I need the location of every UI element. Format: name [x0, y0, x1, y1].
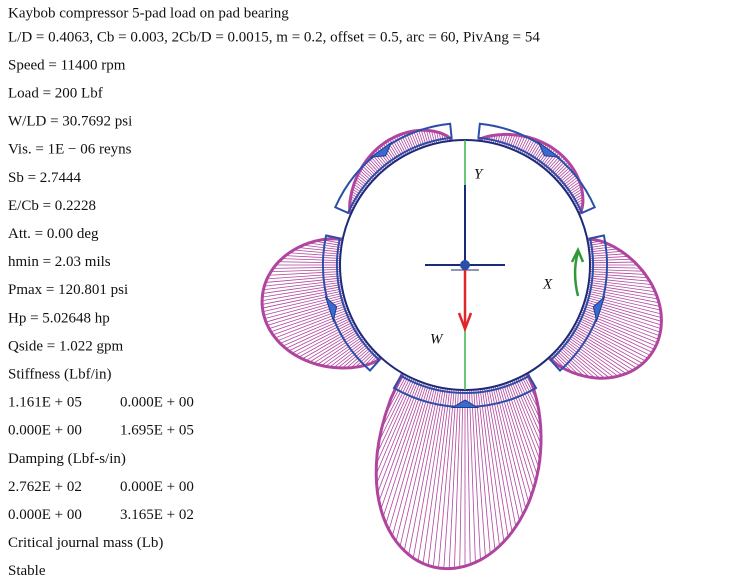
pressure-hatch: [590, 256, 628, 258]
pressure-hatch: [381, 383, 424, 509]
pressure-hatch: [404, 387, 439, 550]
matrix-cell: 0.000E + 00: [8, 423, 82, 439]
result-line: Stiffness (Lbf/in): [8, 367, 111, 383]
load-label: W: [430, 331, 444, 347]
pressure-hatch: [423, 389, 448, 564]
pivot: [453, 400, 478, 407]
pressure-hatch: [512, 381, 541, 452]
pressure-hatch: [444, 390, 457, 569]
matrix-cell: 0.000E + 00: [8, 507, 82, 523]
rotation-arrow: [575, 252, 578, 296]
pressure-hatch: [590, 262, 635, 263]
pressure-hatch: [567, 337, 622, 375]
matrix-cell: 3.165E + 02: [120, 507, 194, 523]
pressure-hatch: [279, 262, 340, 263]
result-line: Hp = 5.02648 hp: [8, 310, 110, 326]
pressure-hatch: [460, 390, 463, 567]
result-line: Sb = 2.7444: [8, 170, 82, 186]
result-line: Critical journal mass (Lb): [8, 535, 163, 551]
pressure-hatch: [273, 267, 340, 268]
result-line: E/Cb = 0.2228: [8, 198, 96, 214]
pressure-hatch: [379, 382, 422, 501]
result-line: Stable: [8, 563, 46, 579]
pressure-hatch: [262, 285, 341, 298]
pressure-hatch: [588, 287, 658, 299]
title: Kaybob compressor 5-pad load on pad bear…: [8, 5, 289, 21]
result-line: Qside = 1.022 gpm: [8, 338, 123, 354]
pressure-hatch: [590, 267, 640, 268]
pad: [478, 124, 594, 213]
axis-label-y: Y: [474, 166, 484, 182]
matrix-cell: 1.695E + 05: [120, 423, 194, 439]
pressure-hatch: [469, 390, 475, 562]
result-line: Pmax = 120.801 psi: [8, 282, 128, 298]
pressure-hatch: [303, 245, 341, 250]
pressure-hatch: [575, 324, 645, 361]
pressure-hatch: [271, 269, 340, 271]
result-line: Damping (Lbf-s/in): [8, 451, 126, 467]
axis-label-x: X: [542, 276, 553, 292]
pressure-hatch: [382, 376, 409, 428]
pressure-hatch: [449, 390, 458, 569]
pressure-hatch: [263, 282, 342, 293]
matrix-cell: 2.762E + 02: [8, 479, 82, 495]
result-line: W/LD = 30.7692 psi: [8, 114, 132, 130]
pressure-hatch: [590, 276, 650, 281]
result-line: Att. = 0.00 deg: [8, 226, 99, 242]
result-line: Load = 200 Lbf: [8, 86, 103, 102]
pressure-hatch: [467, 390, 470, 565]
pressure-hatch: [478, 389, 495, 550]
matrix-cell: 1.161E + 05: [8, 395, 82, 411]
pressure-hatch: [454, 390, 460, 568]
subtitle: L/D = 0.4063, Cb = 0.003, 2Cb/D = 0.0015…: [8, 29, 540, 45]
pressure-hatch: [590, 269, 643, 271]
pressure-hatch: [472, 390, 481, 560]
result-line: Vis. = 1E − 06 reyns: [8, 142, 132, 158]
result-line: hmin = 2.03 mils: [8, 254, 111, 270]
pressure-hatch: [569, 335, 626, 374]
pressure-hatch: [590, 259, 632, 260]
result-line: Speed = 11400 rpm: [8, 57, 126, 73]
journal-center: [460, 260, 470, 270]
matrix-cell: 0.000E + 00: [120, 479, 194, 495]
pressure-hatch: [278, 312, 349, 341]
pressure-hatch: [400, 387, 437, 546]
bearing-diagram: [262, 124, 661, 569]
pressure-hatch: [282, 259, 340, 261]
pressure-hatch: [433, 389, 452, 567]
matrix-cell: 0.000E + 00: [120, 395, 194, 411]
